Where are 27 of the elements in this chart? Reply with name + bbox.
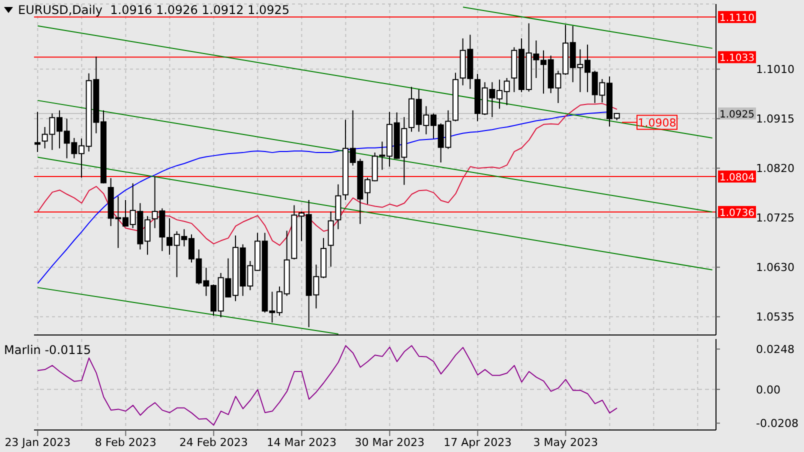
x-tick-label: 17 Apr 2023 (444, 436, 512, 449)
y-tick-label: 0.0248 (756, 342, 794, 356)
x-tick-label: 23 Jan 2023 (4, 436, 71, 449)
candlestick (335, 184, 342, 230)
y-tick-label: 1.0820 (756, 162, 794, 176)
x-tick-label: 14 Mar 2023 (266, 436, 337, 449)
y-tick-label: 1.1010 (756, 63, 794, 76)
chart-title: EURUSD,Daily 1.0916 1.0926 1.0912 1.0925 (18, 3, 290, 17)
x-tick-label: 24 Feb 2023 (179, 436, 248, 449)
chart-title: Marlin -0.0115 (4, 343, 92, 357)
y-tick-label: 1.0915 (756, 112, 794, 126)
y-tick-label: 0.00 (756, 383, 780, 396)
ref-line-label: 1.1033 (720, 53, 754, 64)
ref-line-label: 1.0804 (720, 172, 754, 184)
line-series (37, 103, 618, 246)
ref-line-label: 1.0925 (720, 109, 754, 120)
ref-line-label: 1.1110 (720, 13, 754, 24)
candlestick (34, 111, 40, 153)
x-tick-label: 8 Feb 2023 (94, 436, 156, 449)
y-tick-label: 1.0725 (756, 212, 794, 225)
y-tick-label: -0.0208 (756, 417, 798, 430)
y-tick-label: 1.0535 (756, 310, 794, 324)
y-tick-label: 1.0630 (756, 261, 794, 274)
x-tick-label: 3 May 2023 (533, 436, 598, 449)
ref-line-label: 1.0736 (720, 208, 754, 219)
x-tick-label: 30 Mar 2023 (354, 436, 425, 449)
annotation: 1.0908 (638, 116, 676, 130)
